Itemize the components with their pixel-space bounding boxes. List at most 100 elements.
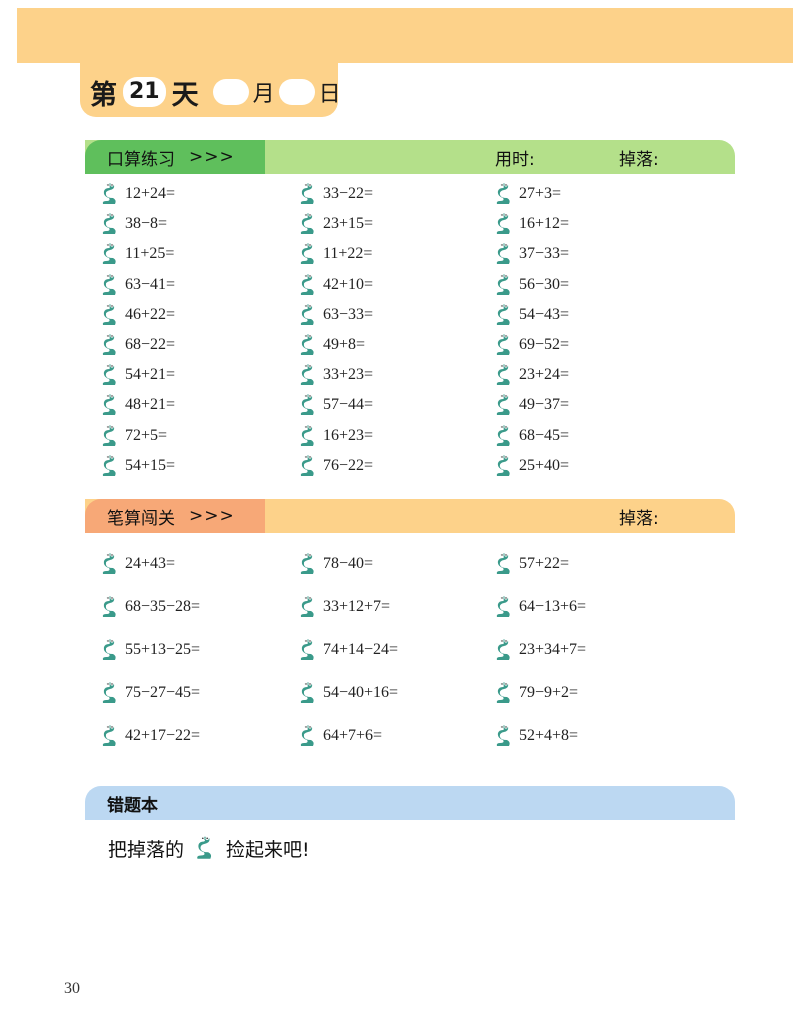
snake-icon <box>300 213 314 235</box>
oral-problem: 23+24= <box>494 362 569 388</box>
snake-icon <box>496 725 510 746</box>
snake-icon <box>102 424 116 446</box>
oral-problem: 11+25= <box>100 241 174 267</box>
oral-problem-text: 57−44= <box>323 396 374 414</box>
oral-problem: 16+23= <box>298 423 373 449</box>
snake-icon <box>102 455 116 476</box>
written-problem: 75−27−45= <box>100 680 200 706</box>
written-section-header: 笔算闯关 >>> 掉落: <box>85 499 735 533</box>
written-arrows: >>> <box>189 506 235 526</box>
snake-icon <box>496 424 510 446</box>
oral-problem-text: 69−52= <box>519 336 570 353</box>
oral-problem-text: 33−22= <box>323 185 374 202</box>
written-problem: 55+13−25= <box>100 637 200 663</box>
snake-icon <box>102 364 116 386</box>
snake-icon <box>300 334 314 355</box>
oral-problem: 27+3= <box>494 181 561 207</box>
snake-icon <box>102 183 116 204</box>
snake-icon <box>300 243 314 265</box>
written-problem-text: 52+4+8= <box>519 727 579 744</box>
snake-icon <box>496 334 510 355</box>
oral-problem: 57−44= <box>298 392 373 418</box>
written-title: 笔算闯关 <box>107 508 175 529</box>
written-problem-text: 78−40= <box>323 555 374 572</box>
oral-title-box: 口算练习 >>> <box>85 140 265 174</box>
written-problem: 78−40= <box>298 551 373 577</box>
oral-problem-text: 16+12= <box>519 215 570 233</box>
oral-problem-text: 11+22= <box>323 245 373 263</box>
oral-problem: 38−8= <box>100 211 167 237</box>
oral-problem-text: 72+5= <box>125 426 168 444</box>
snake-icon <box>102 682 116 703</box>
oral-problem: 54−43= <box>494 302 569 328</box>
written-problem-text: 42+17−22= <box>125 727 201 744</box>
oral-problem-text: 25+40= <box>519 456 570 474</box>
snake-icon <box>300 183 314 204</box>
snake-icon <box>102 639 116 660</box>
snake-icon <box>300 394 314 416</box>
snake-icon <box>102 596 116 617</box>
snake-icon <box>496 273 510 295</box>
snake-icon <box>496 455 510 476</box>
written-problem: 42+17−22= <box>100 723 200 749</box>
oral-problem-text: 49+8= <box>323 336 366 353</box>
oral-problem: 46+22= <box>100 302 175 328</box>
oral-problem-text: 48+21= <box>125 396 176 414</box>
oral-problem: 68−45= <box>494 423 569 449</box>
mistakes-note: 把掉落的 捡起来吧! <box>108 832 310 864</box>
snake-icon <box>102 334 116 355</box>
written-problem: 64−13+6= <box>494 594 586 620</box>
written-problem-text: 24+43= <box>125 555 176 572</box>
written-problem: 54−40+16= <box>298 680 398 706</box>
snake-icon <box>496 304 510 325</box>
oral-problem-text: 49−37= <box>519 396 570 414</box>
written-problem-text: 68−35−28= <box>125 598 201 615</box>
oral-problem-text: 23+24= <box>519 366 570 384</box>
written-problem-text: 57+22= <box>519 555 570 572</box>
oral-arrows: >>> <box>189 147 235 167</box>
day-prefix: 第 <box>90 79 117 111</box>
oral-problem: 72+5= <box>100 423 167 449</box>
oral-problem: 12+24= <box>100 181 175 207</box>
written-problem: 52+4+8= <box>494 723 578 749</box>
snake-icon <box>300 682 314 703</box>
date-blank[interactable] <box>278 79 315 105</box>
oral-problem: 48+21= <box>100 392 175 418</box>
month-blank[interactable] <box>212 79 249 105</box>
snake-icon <box>102 213 116 235</box>
written-problem-text: 55+13−25= <box>125 641 201 658</box>
oral-problem: 76−22= <box>298 453 373 479</box>
snake-icon <box>300 273 314 295</box>
written-problem: 24+43= <box>100 551 175 577</box>
oral-problem-text: 23+15= <box>323 215 374 233</box>
oral-problem: 16+12= <box>494 211 569 237</box>
oral-problem: 37−33= <box>494 241 569 267</box>
oral-problem-text: 11+25= <box>125 245 175 263</box>
oral-title: 口算练习 <box>107 149 175 170</box>
snake-icon <box>300 364 314 386</box>
oral-problem-text: 54+21= <box>125 366 176 384</box>
oral-time-label: 用时: <box>495 149 535 170</box>
day-number: 21 <box>123 77 166 107</box>
snake-icon <box>496 364 510 386</box>
oral-problem-text: 33+23= <box>323 366 374 384</box>
date-label: 日 <box>318 82 341 107</box>
written-problem-text: 64+7+6= <box>323 727 383 744</box>
written-problem-text: 74+14−24= <box>323 641 399 658</box>
written-problem-text: 75−27−45= <box>125 684 201 701</box>
oral-problem-text: 68−22= <box>125 336 176 353</box>
oral-problem-text: 16+23= <box>323 426 374 444</box>
snake-icon <box>300 725 314 746</box>
written-problem: 74+14−24= <box>298 637 398 663</box>
oral-problem: 69−52= <box>494 332 569 358</box>
mistakes-title: 错题本 <box>107 795 158 816</box>
snake-icon <box>102 394 116 416</box>
oral-problem-text: 27+3= <box>519 185 562 202</box>
oral-problem: 54+21= <box>100 362 175 388</box>
snake-icon <box>496 682 510 703</box>
snake-icon <box>496 243 510 265</box>
snake-icon <box>496 213 510 235</box>
snake-icon <box>300 304 314 325</box>
oral-problem: 56−30= <box>494 272 569 298</box>
written-drop-label: 掉落: <box>619 508 659 529</box>
